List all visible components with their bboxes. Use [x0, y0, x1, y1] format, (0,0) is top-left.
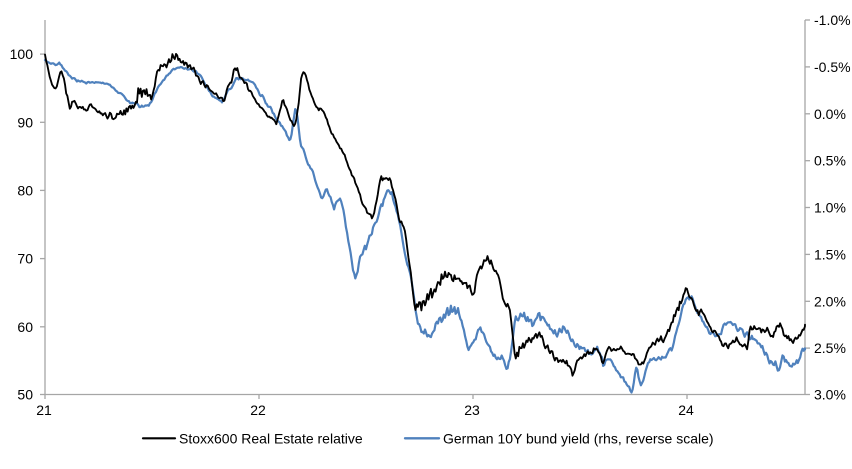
svg-text:24: 24 — [678, 402, 694, 418]
svg-text:50: 50 — [17, 387, 33, 403]
svg-text:German 10Y bund yield (rhs, re: German 10Y bund yield (rhs, reverse scal… — [443, 431, 714, 447]
svg-text:3.0%: 3.0% — [814, 387, 846, 403]
svg-text:21: 21 — [36, 402, 52, 418]
svg-text:2.0%: 2.0% — [814, 293, 846, 309]
svg-text:60: 60 — [17, 319, 33, 335]
svg-text:0.5%: 0.5% — [814, 153, 846, 169]
svg-text:22: 22 — [250, 402, 266, 418]
svg-text:70: 70 — [17, 251, 33, 267]
svg-text:90: 90 — [17, 114, 33, 130]
svg-text:1.0%: 1.0% — [814, 200, 846, 216]
svg-text:-1.0%: -1.0% — [814, 12, 851, 28]
svg-text:0.0%: 0.0% — [814, 106, 846, 122]
svg-text:-0.5%: -0.5% — [814, 59, 851, 75]
svg-text:1.5%: 1.5% — [814, 246, 846, 262]
svg-text:2.5%: 2.5% — [814, 340, 846, 356]
svg-text:100: 100 — [10, 46, 34, 62]
svg-text:23: 23 — [464, 402, 480, 418]
svg-text:Stoxx600 Real Estate relative: Stoxx600 Real Estate relative — [179, 431, 363, 447]
svg-text:80: 80 — [17, 182, 33, 198]
